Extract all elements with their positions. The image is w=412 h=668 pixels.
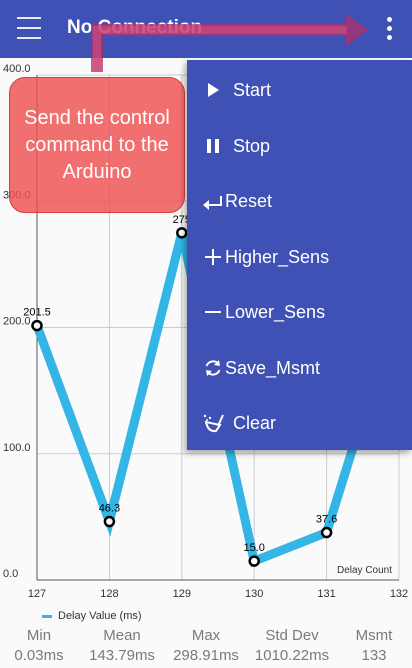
x-tick-label: 129 <box>173 588 191 600</box>
play-icon <box>201 78 225 102</box>
stat-mean: Mean 143.79ms <box>78 626 166 666</box>
x-tick-label: 132 <box>390 588 408 600</box>
x-tick-label: 130 <box>245 588 263 600</box>
data-label: 37.6 <box>316 514 337 526</box>
data-label: 201.5 <box>23 307 51 319</box>
menu-item-label: Reset <box>225 190 273 211</box>
overflow-menu: Start Stop Reset Higher_Sens Lower_Sens <box>187 60 412 450</box>
stat-msmt-value: 133 <box>361 647 387 664</box>
menu-item-label: Start <box>233 79 272 100</box>
y-tick-label: 0.0 <box>3 568 18 580</box>
data-label: 275 <box>173 214 191 226</box>
stat-mean-value: 143.79ms <box>89 647 155 664</box>
stat-msmt: Msmt 133 <box>338 626 410 666</box>
y-tick-label: 200.0 <box>3 316 31 328</box>
menu-item-save-msmt[interactable]: Save_Msmt <box>187 340 412 396</box>
data-point <box>320 526 333 539</box>
stat-min: Min 0.03ms <box>0 626 78 666</box>
menu-item-lower-sens[interactable]: Lower_Sens <box>187 284 412 340</box>
stat-msmt-label: Msmt <box>355 627 393 644</box>
menu-item-higher-sens[interactable]: Higher_Sens <box>187 229 412 285</box>
menu-item-clear[interactable]: Clear <box>187 395 412 451</box>
stat-min-value: 0.03ms <box>14 647 64 664</box>
menu-item-label: Clear <box>233 412 277 433</box>
menu-hamburger-icon[interactable] <box>10 10 48 46</box>
data-label: 15.0 <box>243 542 264 554</box>
stat-std-dev-label: Std Dev <box>265 627 319 644</box>
data-point <box>248 555 260 567</box>
data-point <box>176 227 188 239</box>
stat-max-label: Max <box>191 627 221 644</box>
x-tick-label: 131 <box>317 588 335 600</box>
callout-box: Send the control command to the Arduino <box>9 77 185 213</box>
menu-item-start[interactable]: Start <box>187 62 412 118</box>
plus-icon <box>201 245 225 269</box>
stat-max-value: 298.91ms <box>173 647 239 664</box>
x-tick-label: 128 <box>100 588 118 600</box>
refresh-icon <box>201 356 225 380</box>
legend-swatch <box>42 614 52 618</box>
pause-icon <box>201 134 225 158</box>
legend-label: Delay Value (ms) <box>58 610 142 622</box>
broom-icon <box>201 411 225 435</box>
y-tick-label: 400.0 <box>3 63 31 75</box>
annotation-arrow <box>91 14 368 72</box>
stat-std-dev-value: 1010.22ms <box>254 647 330 664</box>
data-point <box>31 319 43 332</box>
stat-std-dev: Std Dev 1010.22ms <box>246 626 338 666</box>
data-point <box>103 515 116 528</box>
menu-item-label: Save_Msmt <box>225 357 321 378</box>
chart-legend: Delay Value (ms) <box>42 608 142 624</box>
return-arrow-icon <box>201 189 225 213</box>
minus-icon <box>201 300 225 324</box>
menu-item-label: Lower_Sens <box>225 301 326 322</box>
callout-text: Send the control command to the Arduino <box>24 106 170 183</box>
x-axis-label: Delay Count <box>337 565 392 576</box>
stat-max: Max 298.91ms <box>166 626 246 666</box>
menu-item-label: Stop <box>233 135 271 156</box>
data-label: 46.3 <box>99 503 120 515</box>
stat-mean-label: Mean <box>103 627 141 644</box>
y-tick-label: 100.0 <box>3 442 31 454</box>
stats-bar: Min 0.03ms Mean 143.79ms Max 298.91ms St… <box>0 626 412 668</box>
x-tick-label: 127 <box>28 588 46 600</box>
stat-min-label: Min <box>26 627 52 644</box>
overflow-menu-icon[interactable] <box>376 8 404 48</box>
menu-item-reset[interactable]: Reset <box>187 173 412 229</box>
menu-item-stop[interactable]: Stop <box>187 118 412 174</box>
menu-item-label: Higher_Sens <box>225 246 330 267</box>
